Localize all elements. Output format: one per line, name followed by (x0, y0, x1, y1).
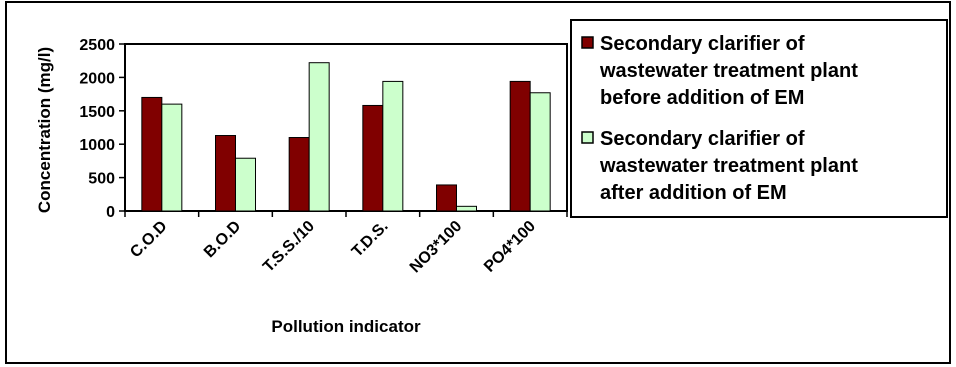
bar-series-2 (308, 62, 330, 212)
bar-series-2 (456, 205, 477, 212)
y-tick-label: 2500 (79, 37, 115, 54)
x-axis-title: Pollution indicator (271, 317, 421, 336)
y-tick-label: 500 (88, 171, 115, 188)
legend-swatch (581, 36, 594, 49)
y-tick-label: 2000 (79, 70, 115, 87)
bar-series-1 (215, 135, 236, 212)
legend-label: Secondary clarifier of wastewater treatme… (599, 128, 858, 204)
bar-series-1 (362, 104, 384, 212)
y-tick-label: 1000 (79, 137, 115, 154)
legend-box (570, 19, 948, 218)
bar-series-2 (382, 80, 404, 212)
bar-series-1 (141, 96, 163, 212)
y-axis-title: Concentration (mg/l) (35, 47, 54, 213)
y-tick-label: 1500 (79, 104, 115, 121)
legend: Secondary clarifier of wastewater treatme… (581, 33, 858, 204)
bar-series-2 (161, 103, 183, 212)
bar-series-2 (235, 157, 256, 212)
bar-series-1 (509, 80, 531, 212)
legend-label: Secondary clarifier of wastewater treatme… (599, 33, 858, 109)
y-tick-label: 0 (106, 204, 115, 221)
legend-swatch (581, 131, 594, 144)
bar-series-2 (529, 92, 551, 212)
bar-series-1 (436, 184, 457, 212)
plot-area (124, 43, 568, 212)
bars-group (141, 62, 551, 212)
bar-series-1 (288, 137, 310, 212)
y-axis-ticks: 0 500 1000 1500 2000 2500 (79, 37, 125, 221)
